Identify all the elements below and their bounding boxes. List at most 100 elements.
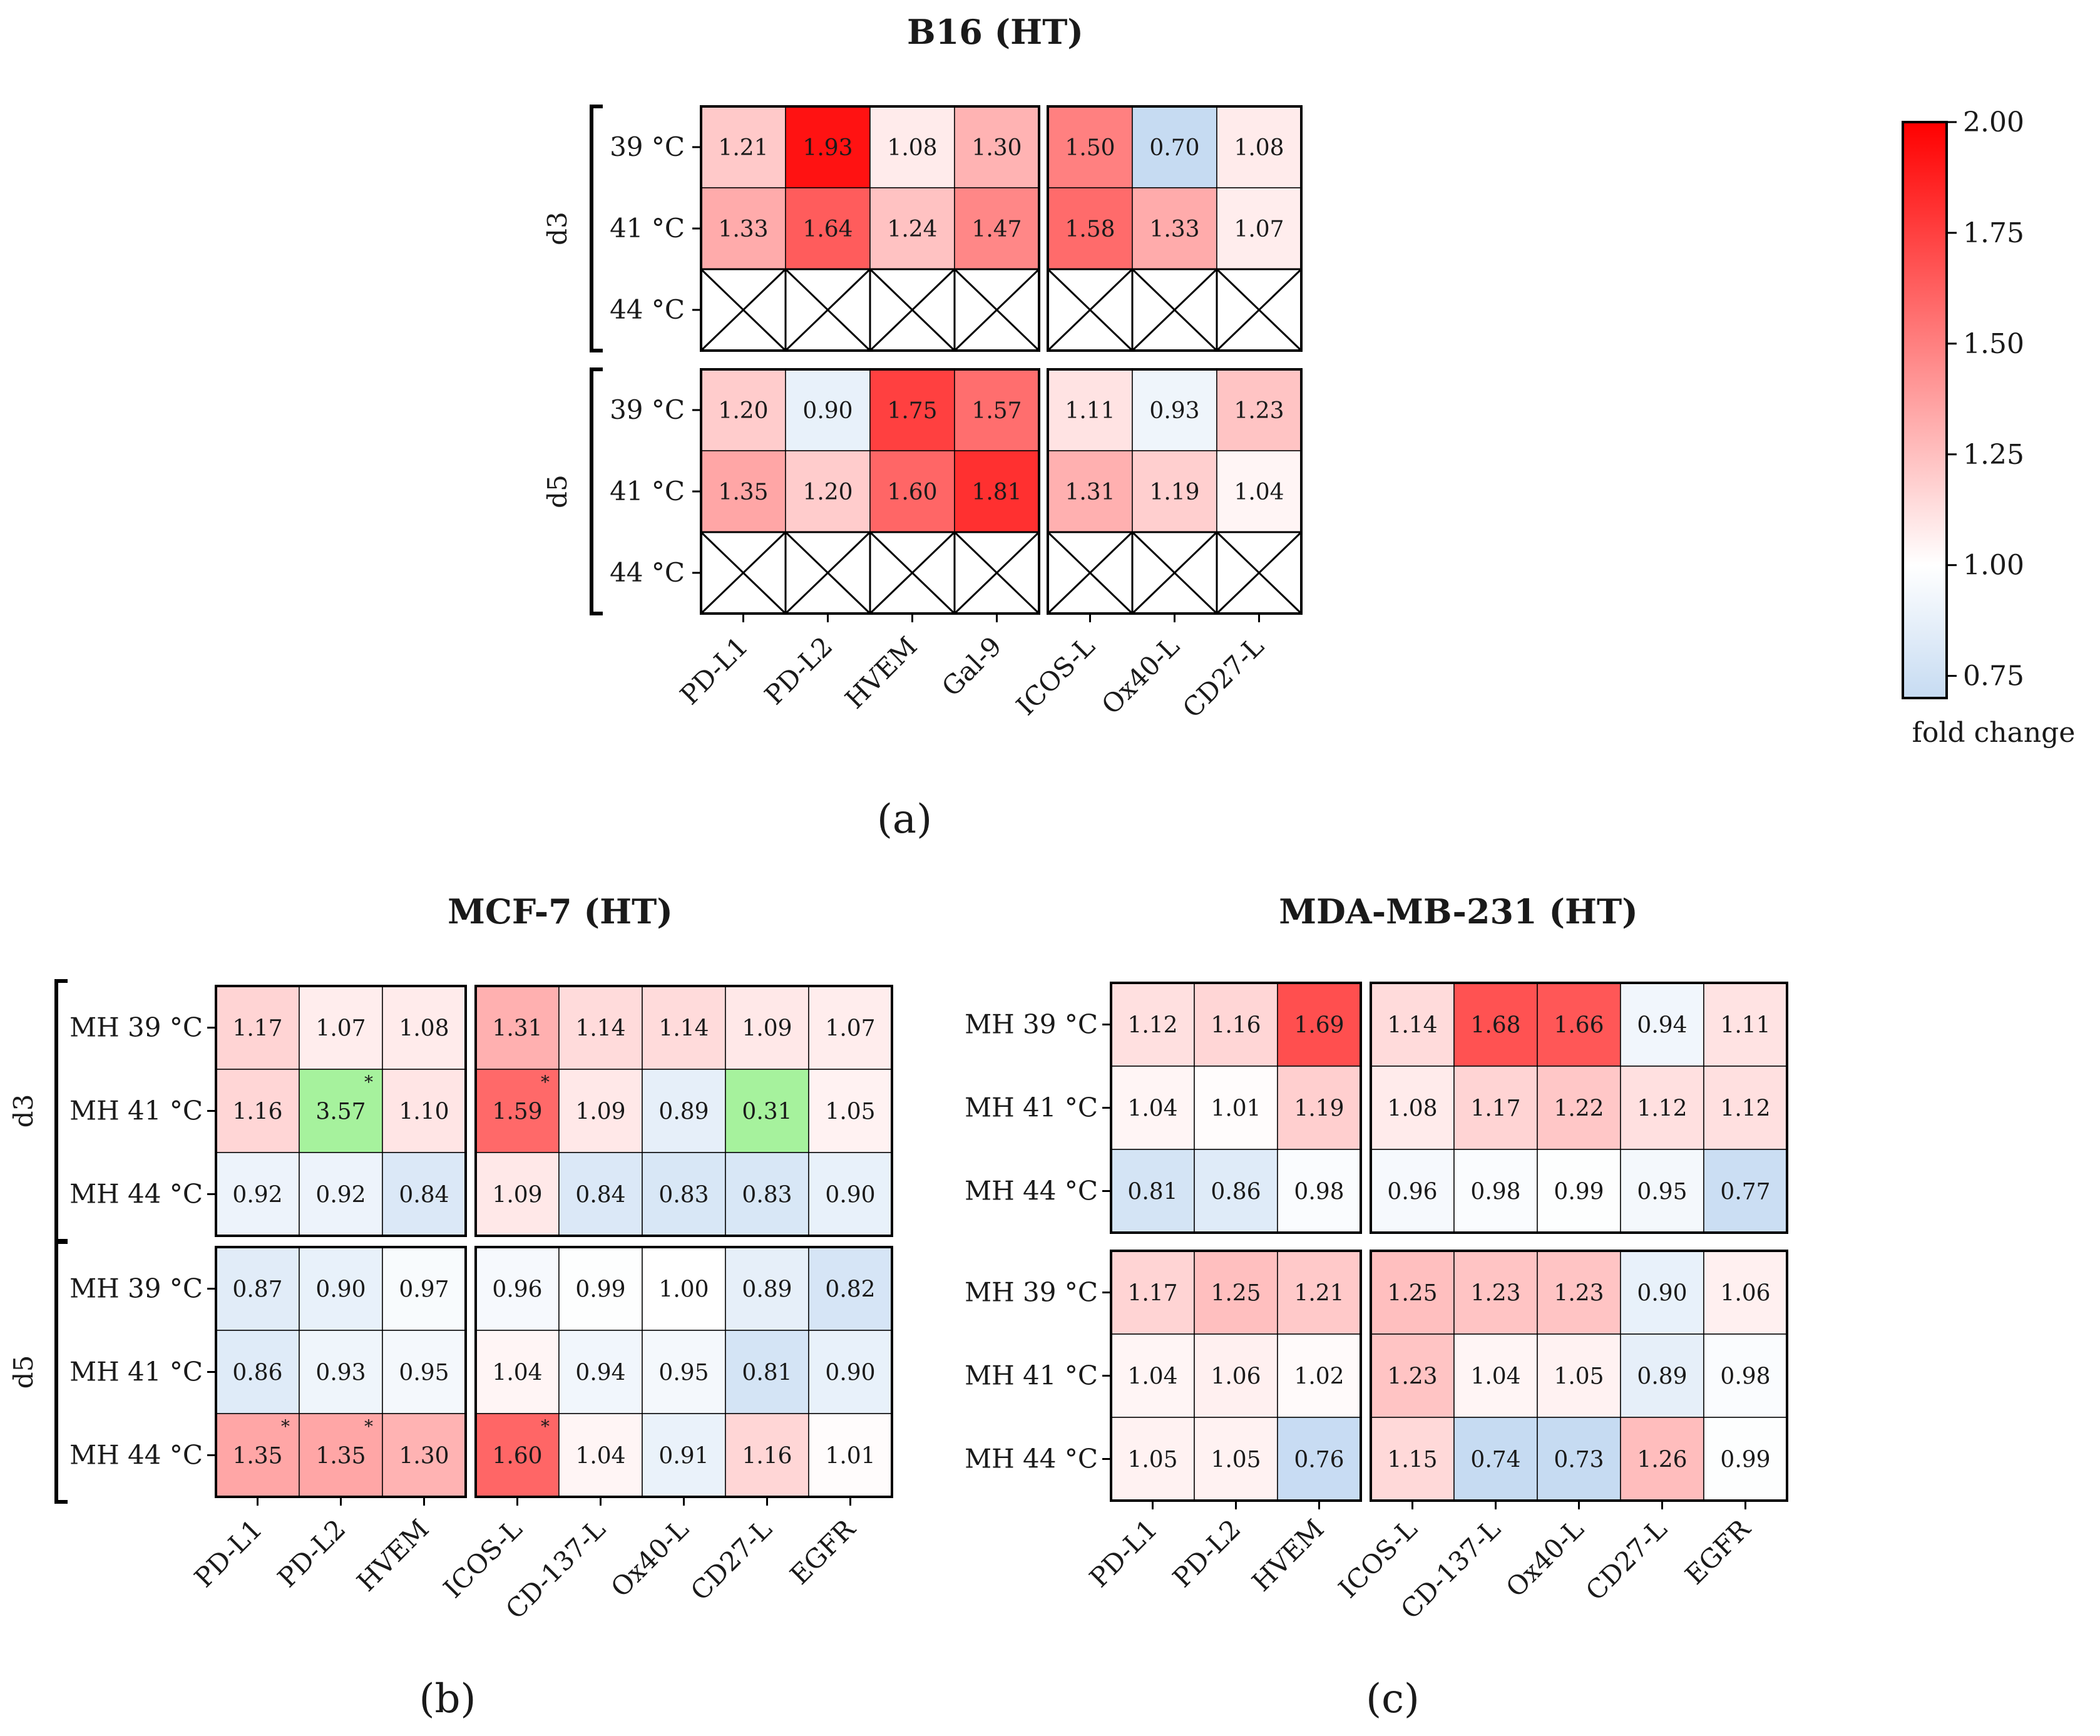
cell-value: 1.08 <box>399 1016 449 1042</box>
cell-value: 1.04 <box>492 1360 542 1386</box>
cell-value: 1.12 <box>1720 1096 1770 1122</box>
row-label: 41 °C <box>610 476 685 506</box>
column-label: EGFR <box>1679 1513 1757 1590</box>
heatmap-cell <box>1453 1149 1538 1233</box>
cell-value: 1.16 <box>742 1444 792 1469</box>
cell-value: 1.04 <box>1470 1364 1520 1390</box>
cell-value: 1.59 <box>492 1099 542 1125</box>
cell-value: 1.17 <box>232 1016 282 1042</box>
cell-value: 0.94 <box>575 1360 625 1386</box>
heatmap-cell <box>1194 1250 1278 1335</box>
heatmap-cell <box>215 1152 300 1236</box>
group-bracket <box>54 1240 68 1504</box>
cross-line <box>700 268 787 352</box>
row-label: MH 39 °C <box>965 1009 1098 1040</box>
cell-value: 0.86 <box>1211 1179 1261 1205</box>
cell-value: 1.01 <box>1211 1096 1261 1122</box>
cell-value: 0.84 <box>399 1183 449 1208</box>
cell-value: 0.98 <box>1470 1179 1520 1205</box>
heatmap-cell <box>1370 1417 1455 1501</box>
cell-value: 0.95 <box>399 1360 449 1386</box>
cell-value: 1.66 <box>1554 1013 1604 1039</box>
group-bracket <box>590 105 603 352</box>
heatmap-cell <box>1110 982 1195 1067</box>
cell-value: 0.97 <box>399 1277 449 1303</box>
heatmap-cell <box>1110 1250 1195 1335</box>
row-label: 39 °C <box>610 131 685 162</box>
significance-star: * <box>364 1072 373 1092</box>
cell-value: 1.10 <box>399 1099 449 1125</box>
row-label: MH 44 °C <box>965 1444 1098 1474</box>
cell-value: 0.99 <box>1554 1179 1604 1205</box>
colorbar <box>1902 121 1948 699</box>
column-label: Ox40-L <box>605 1513 694 1603</box>
cross-line <box>953 531 1040 615</box>
cell-value: 0.93 <box>315 1360 366 1386</box>
heatmap-cell <box>1453 1417 1538 1501</box>
cross-line <box>1216 531 1303 615</box>
heatmap-cell <box>1132 187 1217 270</box>
heatmap-cell <box>215 1330 300 1414</box>
group-bracket <box>590 367 603 615</box>
heatmap-cell <box>382 1413 466 1497</box>
cell-value: 0.96 <box>492 1277 542 1303</box>
colorbar-tick-label: 1.00 <box>1963 550 2024 582</box>
group-label: d5 <box>542 475 573 508</box>
cell-value: 1.11 <box>1065 398 1115 424</box>
heatmap-cell <box>700 187 786 270</box>
column-label: Ox40-L <box>1095 630 1185 720</box>
cell-value: 1.26 <box>1637 1447 1687 1473</box>
heatmap-cell <box>869 369 955 451</box>
heatmap-cell <box>1537 1149 1621 1233</box>
heatmap-cell <box>1110 1066 1195 1150</box>
heatmap-cell <box>1620 1250 1704 1335</box>
cell-value: 1.33 <box>718 217 768 242</box>
cell-value: 1.25 <box>1211 1281 1261 1307</box>
heatmap-cell <box>808 1069 893 1153</box>
cell-value: 1.57 <box>971 398 1022 424</box>
cell-value: 1.05 <box>1127 1447 1177 1473</box>
cell-value: 0.99 <box>1720 1447 1770 1473</box>
heatmap-cell <box>1537 982 1621 1067</box>
heatmap-cell <box>382 985 466 1070</box>
colorbar-tick-label: 2.00 <box>1963 106 2024 138</box>
heatmap-cell <box>382 1246 466 1331</box>
heatmap-cell <box>1110 1417 1195 1501</box>
heatmap-cell <box>475 1413 560 1497</box>
heatmap-cell <box>1194 1333 1278 1418</box>
cell-value: 1.04 <box>1127 1364 1177 1390</box>
cell-value: 1.12 <box>1637 1096 1687 1122</box>
cell-value: 1.81 <box>971 480 1022 505</box>
heatmap-cell <box>785 187 871 270</box>
cell-value: 1.00 <box>658 1277 709 1303</box>
heatmap-cell <box>700 106 786 188</box>
column-label: PD-L2 <box>1167 1513 1247 1593</box>
heatmap-cell <box>1453 1333 1538 1418</box>
cross-line <box>784 531 871 615</box>
cell-value: 0.89 <box>658 1099 709 1125</box>
heatmap-cell <box>558 1246 643 1331</box>
cell-value: 1.11 <box>1720 1013 1770 1039</box>
cell-value: 1.23 <box>1387 1364 1437 1390</box>
block-border <box>1110 982 1362 1234</box>
cell-value: 1.16 <box>1211 1013 1261 1039</box>
cell-value: 1.69 <box>1294 1013 1344 1039</box>
row-label: MH 44 °C <box>69 1179 203 1210</box>
cell-value: 0.93 <box>1149 398 1199 424</box>
heatmap-cell <box>785 106 871 188</box>
cross-line <box>700 531 787 615</box>
group-bracket <box>54 979 68 1243</box>
colorbar-tick-label: 0.75 <box>1963 660 2024 692</box>
cell-value: 1.08 <box>1387 1096 1437 1122</box>
cell-value: 1.06 <box>1720 1281 1770 1307</box>
heatmap-cell <box>215 1413 300 1497</box>
row-label: 41 °C <box>610 213 685 244</box>
cell-value: 1.64 <box>802 217 853 242</box>
cross-line <box>1047 531 1134 615</box>
heatmap-cell <box>1537 1250 1621 1335</box>
group-label: d3 <box>8 1094 39 1128</box>
cell-value: 1.75 <box>887 398 937 424</box>
cell-value: 1.15 <box>1387 1447 1437 1473</box>
cell-value: 0.77 <box>1720 1179 1770 1205</box>
block-border <box>1370 982 1788 1234</box>
